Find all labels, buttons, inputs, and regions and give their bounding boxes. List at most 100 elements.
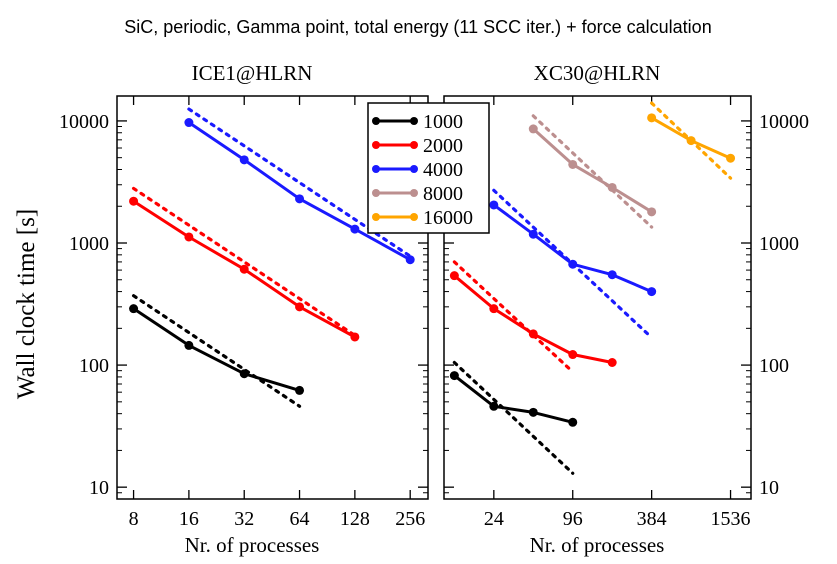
data-point-4000: [607, 270, 617, 280]
x-axis-label-xc30: Nr. of processes: [530, 533, 665, 557]
y-tick-label: 100: [79, 355, 109, 377]
data-point-8000: [568, 159, 578, 169]
legend-marker-4000: [410, 165, 418, 173]
series-1000: [449, 360, 578, 475]
ideal-scaling-line-4000: [187, 107, 412, 258]
data-point-4000: [647, 287, 657, 297]
data-point-1000: [295, 385, 305, 395]
legend-marker-2000: [410, 141, 418, 149]
series-16000: [647, 101, 736, 180]
series-line-1000: [132, 307, 300, 392]
plot-frame-ice1: [116, 95, 429, 500]
data-point-2000: [449, 271, 459, 281]
legend-label-2000: 2000: [423, 135, 463, 157]
legend-marker-1000: [410, 117, 418, 125]
legend-marker-16000: [410, 213, 418, 221]
y-tick-label: 10: [759, 477, 779, 499]
data-point-8000: [647, 207, 657, 217]
data-point-4000: [239, 155, 249, 165]
series-2000: [129, 186, 360, 342]
series-line-2000: [453, 274, 613, 364]
legend-label-1000: 1000: [423, 111, 463, 133]
y-tick-label: 100: [759, 355, 789, 377]
data-point-16000: [647, 113, 657, 123]
ideal-scaling-line-1000: [131, 294, 302, 408]
legend-marker-4000: [372, 165, 380, 173]
series-line-1000: [453, 374, 574, 424]
data-point-2000: [350, 332, 360, 342]
x-tick-label: 1536: [711, 508, 751, 530]
plot-area-ice1: 8 16 32 64 128 256 10 100 1000 10000: [59, 96, 428, 530]
data-point-16000: [726, 153, 736, 163]
x-tick-label: 8: [129, 508, 139, 530]
legend-marker-2000: [372, 141, 380, 149]
data-point-4000: [489, 200, 499, 210]
data-point-4000: [184, 118, 194, 128]
x-tick-label: 32: [234, 508, 254, 530]
figure-title: SiC, periodic, Gamma point, total energy…: [124, 17, 711, 37]
data-point-1000: [239, 369, 249, 379]
data-point-4000: [568, 259, 578, 269]
legend-marker-1000: [372, 117, 380, 125]
x-tick-label: 16: [179, 508, 199, 530]
legend-label-8000: 8000: [423, 183, 463, 205]
series-4000: [184, 107, 415, 265]
y-tick-label: 10: [89, 477, 109, 499]
legend-marker-8000: [372, 189, 380, 197]
y-tick-label: 1000: [759, 233, 799, 255]
x-axis-label-ice1: Nr. of processes: [185, 533, 320, 557]
panel-xc30: XC30@HLRN Nr. of processes 24 96 384 1536 10…: [443, 61, 809, 557]
data-point-1000: [489, 401, 499, 411]
series-2000: [449, 260, 617, 374]
ideal-scaling-line-1000: [452, 360, 575, 475]
panel-title-ice1: ICE1@HLRN: [192, 61, 313, 85]
data-point-8000: [607, 182, 617, 192]
plot-area-xc30: 24 96 384 1536 10 100 1000 10000: [444, 96, 809, 530]
ideal-scaling-line-2000: [452, 260, 575, 374]
data-point-1000: [449, 371, 459, 381]
data-point-4000: [405, 255, 415, 265]
series-4000: [489, 188, 657, 340]
x-tick-label: 64: [290, 508, 310, 530]
x-tick-label: 128: [340, 508, 370, 530]
data-point-16000: [686, 136, 696, 146]
data-point-4000: [295, 194, 305, 204]
data-point-2000: [184, 232, 194, 242]
x-tick-label: 96: [563, 508, 583, 530]
legend-marker-8000: [410, 189, 418, 197]
data-point-2000: [528, 329, 538, 339]
x-tick-label: 384: [637, 508, 667, 530]
data-point-2000: [129, 196, 139, 206]
data-point-2000: [295, 302, 305, 312]
data-point-2000: [607, 357, 617, 367]
data-point-2000: [489, 304, 499, 314]
series-line-8000: [532, 127, 653, 214]
y-tick-label: 10000: [59, 111, 109, 133]
legend-label-16000: 16000: [423, 207, 473, 229]
data-point-1000: [568, 417, 578, 427]
data-point-4000: [350, 224, 360, 234]
data-point-8000: [528, 124, 538, 134]
data-point-2000: [239, 264, 249, 274]
legend-label-4000: 4000: [423, 159, 463, 181]
series-line-4000: [492, 203, 653, 293]
panel-ice1: ICE1@HLRN Nr. of processes 8 16 32 64 128 256…: [59, 61, 429, 557]
y-tick-label: 1000: [69, 233, 109, 255]
ideal-scaling-line-2000: [131, 186, 357, 338]
data-point-4000: [528, 229, 538, 239]
data-point-1000: [184, 340, 194, 350]
panel-title-xc30: XC30@HLRN: [534, 61, 661, 85]
data-point-1000: [129, 304, 139, 314]
legend-marker-16000: [372, 213, 380, 221]
y-axis-label: Wall clock time [s]: [13, 209, 40, 399]
data-point-2000: [568, 350, 578, 360]
ideal-scaling-line-8000: [531, 114, 654, 229]
x-tick-label: 24: [484, 508, 504, 530]
series-8000: [528, 114, 657, 229]
y-tick-label: 10000: [759, 111, 809, 133]
plot-frame-xc30: [443, 95, 752, 500]
series-1000: [129, 294, 305, 408]
data-point-1000: [528, 407, 538, 417]
